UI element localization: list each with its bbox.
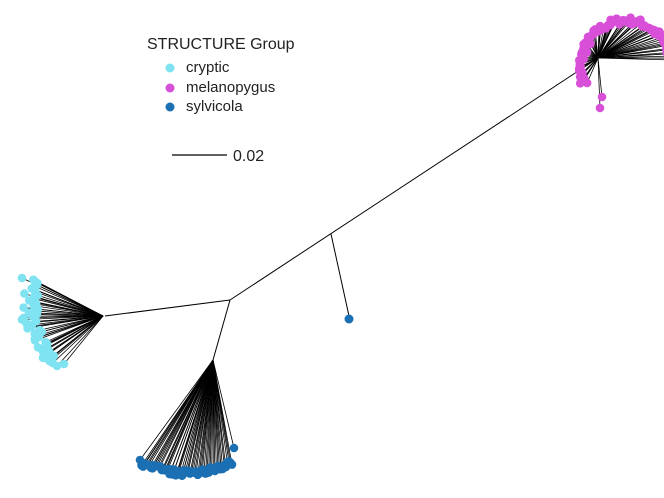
- tip-sylvicola: [227, 460, 237, 469]
- scale-bar: 0.02: [172, 148, 264, 165]
- branch-line: [597, 22, 642, 59]
- tip-sylvicola-isolated: [344, 314, 354, 324]
- branch-line: [597, 57, 664, 61]
- branch-line: [212, 359, 235, 449]
- branch-line: [597, 34, 662, 59]
- tip-cryptic: [30, 336, 40, 345]
- branch-line: [167, 359, 214, 470]
- branch-line: [170, 359, 214, 470]
- branch-line: [139, 359, 214, 461]
- tip-cryptic: [59, 359, 69, 369]
- legend-marker-melanopygus: [165, 83, 175, 93]
- legend-title: STRUCTURE Group: [147, 36, 295, 53]
- legend-label-melanopygus: melanopygus: [186, 79, 275, 96]
- legend-marker-cryptic: [165, 63, 175, 73]
- branch-line: [34, 315, 104, 334]
- branch-line: [597, 49, 664, 59]
- branch-line: [597, 45, 664, 59]
- branch-main-to-melanopygus: [229, 57, 599, 301]
- legend: STRUCTURE Group cryptic melanopygus sylv…: [147, 36, 295, 115]
- branch-root-to-cryptic: [104, 299, 231, 317]
- tip-cryptic: [23, 324, 32, 333]
- scale-bar-label: 0.02: [233, 148, 264, 165]
- branch-line: [159, 359, 214, 467]
- branch-line: [52, 315, 104, 364]
- tip-melanopygus: [597, 92, 607, 102]
- legend-label-cryptic: cryptic: [186, 59, 230, 76]
- branch-root-to-sylvicola-main: [212, 299, 231, 361]
- branch-line: [597, 57, 603, 98]
- branch-line: [34, 298, 104, 317]
- branch-line: [35, 286, 104, 317]
- branch-line: [173, 359, 214, 470]
- tree-backbone: [104, 57, 599, 361]
- legend-label-sylvicola: sylvicola: [186, 98, 243, 115]
- tip-cryptic: [17, 273, 27, 283]
- clade-melanopygus: [574, 13, 664, 113]
- branch-line: [42, 315, 104, 352]
- branch-line: [34, 315, 104, 341]
- branch-line: [597, 31, 660, 59]
- clade-cryptic: [17, 273, 104, 371]
- tip-cryptic: [52, 361, 62, 371]
- branch-line: [597, 30, 656, 59]
- branch-line: [56, 315, 104, 367]
- legend-marker-sylvicola: [165, 102, 175, 112]
- tip-melanopygus: [595, 103, 605, 113]
- branch-line: [212, 359, 233, 465]
- branch-line: [586, 57, 599, 84]
- branch-line: [49, 315, 104, 362]
- tip-sylvicola: [229, 443, 239, 453]
- branch-side-stem: [330, 233, 350, 317]
- branch-line: [33, 305, 104, 317]
- tip-cryptic: [19, 303, 28, 312]
- branch-line: [149, 359, 214, 466]
- clade-sylvicola: [135, 359, 239, 480]
- branch-line: [35, 291, 104, 317]
- branch-line: [63, 315, 104, 365]
- tip-cryptic: [20, 289, 29, 298]
- branch-line: [37, 294, 104, 317]
